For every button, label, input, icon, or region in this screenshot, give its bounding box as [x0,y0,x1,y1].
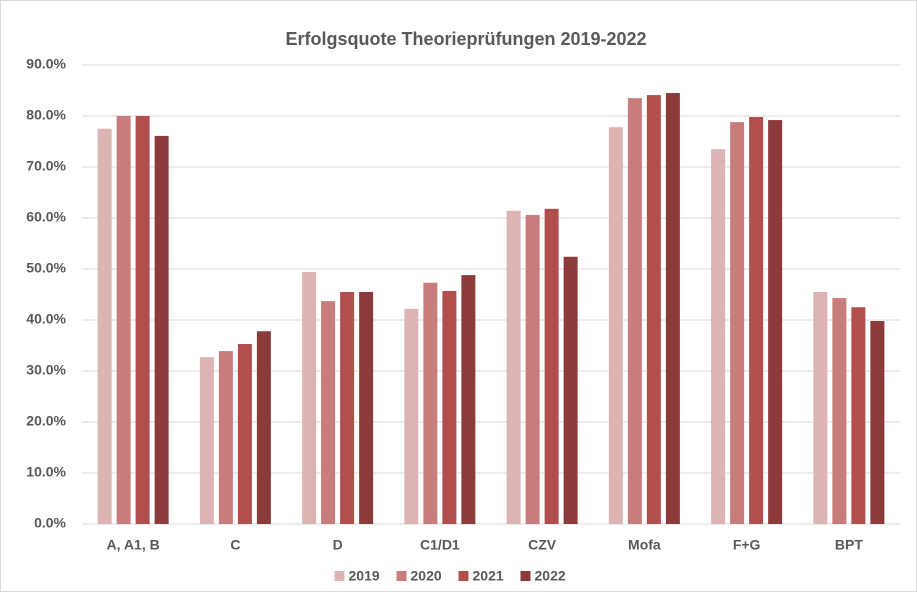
bar [768,120,783,524]
x-tick-label: A, A1, B [107,537,160,553]
bar [218,351,233,524]
x-tick-label: D [333,537,343,553]
bar [461,275,476,524]
bar [116,116,131,524]
x-tick-label: C [230,537,240,553]
bar [321,301,336,524]
legend-swatch [396,571,407,581]
bar [506,210,521,525]
bar [525,214,540,524]
legend-label: 2019 [349,568,380,584]
bar [627,98,642,525]
y-tick-label: 30.0% [26,362,66,378]
bar [563,256,578,524]
y-tick-label: 70.0% [26,158,66,174]
legend-label: 2022 [535,568,566,584]
bar [359,291,374,524]
y-tick-label: 0.0% [34,515,66,531]
bar [442,290,457,524]
x-tick-label: BPT [835,537,863,553]
y-tick-label: 60.0% [26,209,66,225]
y-tick-label: 90.0% [26,56,66,72]
bar [154,135,169,524]
y-tick-label: 40.0% [26,311,66,327]
x-tick-label: Mofa [628,537,661,553]
bar [404,308,419,524]
bar [749,117,764,525]
bar [608,127,623,524]
bar [237,343,252,524]
y-tick-label: 50.0% [26,260,66,276]
chart-title: Erfolgsquote Theorieprüfungen 2019-2022 [285,29,646,49]
bar [97,128,112,524]
x-tick-label: CZV [528,537,557,553]
bar [199,357,214,524]
bar [813,291,828,524]
bar [730,122,745,525]
bar [711,149,726,524]
legend-label: 2021 [473,568,504,584]
y-tick-label: 10.0% [26,464,66,480]
legend-label: 2020 [411,568,442,584]
bar [646,95,661,524]
bar [665,93,680,525]
x-tick-label: C1/D1 [420,537,460,553]
legend-swatch [520,571,531,581]
bar [302,272,317,524]
legend-swatch [458,571,469,581]
bar [256,331,271,524]
bar [340,291,355,524]
y-tick-label: 80.0% [26,107,66,123]
bar [870,321,885,524]
bar [423,282,438,524]
x-tick-label: F+G [733,537,761,553]
legend-swatch [334,571,345,581]
bar [544,208,559,524]
y-tick-label: 20.0% [26,413,66,429]
bar [135,116,150,524]
bar [832,298,847,524]
bar [851,307,866,524]
